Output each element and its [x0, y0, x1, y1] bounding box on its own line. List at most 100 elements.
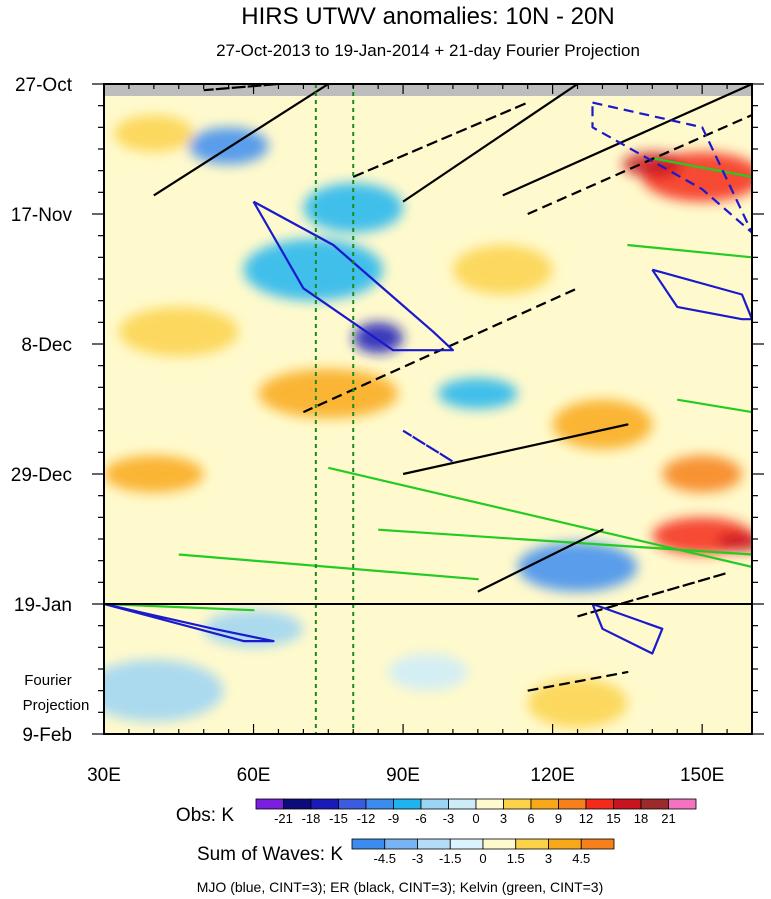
waves-level-1: -3 [412, 851, 424, 866]
kelvin-contour-5 [627, 243, 752, 259]
kelvin-contour-2 [178, 553, 479, 581]
y-tick-label-3: 29-Dec [11, 465, 72, 486]
waves-swatch-1 [384, 838, 418, 850]
anomaly-blob-11 [258, 368, 399, 419]
er-contour-2 [502, 84, 752, 197]
waves-swatch-4 [482, 838, 517, 850]
obs-swatch-4 [365, 798, 394, 810]
waves-level-6: 4.5 [572, 851, 590, 866]
er-contour-4 [527, 113, 752, 216]
mjo-contour-5 [591, 602, 664, 655]
waves-swatch-0 [351, 838, 386, 850]
obs-swatch-0 [255, 798, 284, 810]
obs-level-14: 21 [661, 811, 675, 826]
obs-level-11: 12 [579, 811, 593, 826]
y-tick-label-1: 17-Nov [11, 205, 73, 226]
anomaly-blob-4 [517, 542, 638, 592]
obs-level-4: -9 [388, 811, 400, 826]
obs-swatch-1 [283, 798, 312, 810]
x-tick-label-0: 30E [87, 765, 121, 786]
anomaly-blob-0 [188, 127, 269, 165]
er-contour-0 [153, 84, 330, 197]
waves-level-4: 1.5 [507, 851, 525, 866]
mjo-contour-0 [252, 200, 454, 352]
x-tick-label-2: 90E [386, 765, 420, 786]
x-tick-label-3: 120E [530, 765, 574, 786]
er-contour-9 [527, 671, 629, 692]
anomaly-blob-18 [662, 455, 743, 493]
waves-level-0: -4.5 [374, 851, 396, 866]
mjo-contour-1 [651, 268, 752, 321]
x-tick-label-4: 150E [680, 765, 724, 786]
obs-level-1: -18 [302, 811, 321, 826]
er-contour-6 [402, 423, 629, 476]
anomaly-blob-13 [118, 306, 239, 357]
waves-swatch-2 [417, 838, 451, 850]
kelvin-contour-0 [328, 466, 752, 568]
obs-level-2: -15 [329, 811, 348, 826]
waves-swatch-6 [548, 838, 582, 850]
mjo-contours [104, 101, 752, 655]
obs-colorbar: Obs: K -21 -18 -15 -12 -9 -6 -3 0 3 6 9 12 15 18 21 [176, 798, 697, 826]
chart-subtitle: 27-Oct-2013 to 19-Jan-2014 + 21-day Four… [216, 41, 640, 60]
waves-swatch-3 [449, 838, 484, 850]
waves-level-3: 0 [479, 851, 486, 866]
waves-level-2: -1.5 [439, 851, 461, 866]
anomaly-blob-3 [243, 238, 384, 301]
kelvin-contour-6 [677, 398, 752, 414]
er-contours [153, 84, 752, 692]
obs-swatch-13 [613, 798, 642, 810]
obs-swatch-12 [585, 798, 614, 810]
obs-level-8: 3 [500, 811, 507, 826]
er-contour-8 [577, 571, 729, 618]
x-axis: 30E 60E 90E 120E 150E [87, 84, 753, 786]
kelvin-contours [104, 157, 752, 612]
y-tick-label-5: 9-Feb [22, 725, 72, 746]
mjo-contour-3 [402, 429, 454, 463]
obs-swatch-7 [448, 798, 477, 810]
mjo-contour-4 [104, 602, 275, 643]
anomaly-blob-8 [622, 152, 683, 177]
missing-data-band [104, 84, 752, 96]
chart-title: HIRS UTWV anomalies: 10N - 20N [241, 3, 614, 30]
projection-label-line1: Fourier [24, 672, 72, 689]
kelvin-contour-3 [104, 602, 255, 612]
x-tick-label-1: 60E [237, 765, 271, 786]
obs-swatch-9 [503, 798, 532, 810]
obs-swatch-8 [475, 798, 504, 810]
anomaly-field [104, 114, 752, 728]
obs-swatch-6 [420, 798, 449, 810]
contour-legend: MJO (blue, CINT=3); ER (black, CINT=3); … [197, 879, 604, 895]
obs-swatch-5 [393, 798, 422, 810]
er-contour-7 [477, 528, 604, 593]
anomaly-blob-12 [104, 455, 204, 493]
kelvin-contour-1 [378, 528, 752, 556]
anomaly-blob-15 [527, 678, 628, 728]
obs-swatch-11 [558, 798, 587, 810]
obs-swatch-15 [668, 798, 697, 810]
plot-area [104, 84, 752, 734]
waves-level-5: 3 [545, 851, 552, 866]
mjo-contour-2 [591, 101, 752, 234]
waves-swatch-5 [515, 838, 549, 850]
y-tick-label-4: 19-Jan [14, 595, 72, 616]
anomaly-blob-14 [552, 399, 653, 450]
anomaly-blob-19 [104, 659, 224, 722]
obs-level-10: 9 [555, 811, 562, 826]
obs-swatch-10 [530, 798, 559, 810]
er-contour-5 [302, 287, 579, 414]
obs-level-9: 6 [527, 811, 534, 826]
obs-level-0: -21 [274, 811, 293, 826]
obs-swatch-2 [310, 798, 339, 810]
er-contour-1 [402, 84, 579, 203]
waves-swatch-7 [580, 838, 615, 850]
obs-level-3: -12 [357, 811, 376, 826]
anomaly-blob-16 [113, 114, 194, 153]
obs-swatch-14 [640, 798, 669, 810]
y-tick-label-2: 8-Dec [21, 335, 72, 356]
projection-label-line2: Projection [23, 697, 90, 714]
kelvin-contour-4 [652, 157, 752, 178]
obs-level-12: 15 [606, 811, 620, 826]
y-axis: 27-Oct 17-Nov 8-Dec 29-Dec 19-Jan 9-Feb [11, 75, 764, 746]
